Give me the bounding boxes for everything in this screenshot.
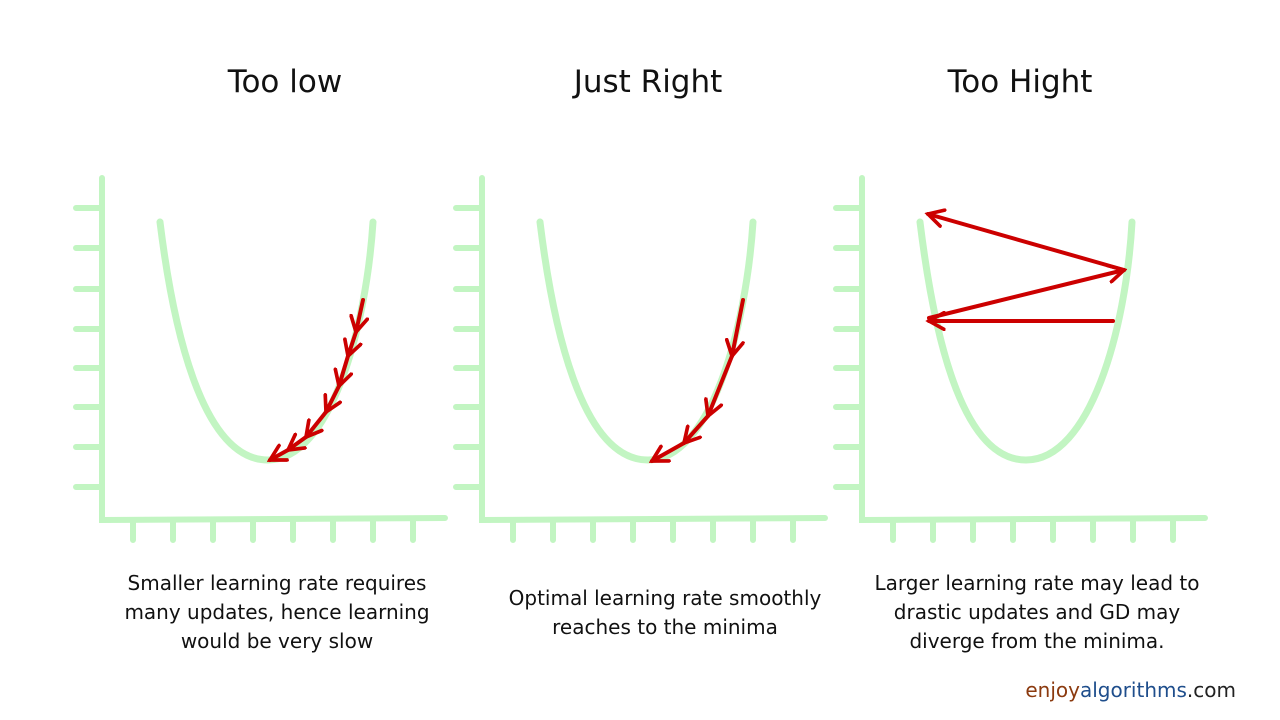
loss-curve <box>916 218 1136 464</box>
loss-curve <box>536 218 757 464</box>
panel-too-high: Too Hight Larger learning rate may lead … <box>836 64 1205 653</box>
caption-line: diverge from the minima. <box>909 629 1164 653</box>
panel-just-right: Just Right Optimal learning rate smoothl… <box>456 64 825 639</box>
loss-curve <box>156 218 377 464</box>
panel-title: Just Right <box>572 64 723 100</box>
steps <box>270 298 363 462</box>
caption-line: Smaller learning rate requires <box>128 571 427 595</box>
axes <box>76 178 445 540</box>
brand: enjoyalgorithms.com <box>1025 678 1236 702</box>
panel-title: Too Hight <box>947 64 1093 100</box>
steps <box>928 214 1124 321</box>
caption-line: Optimal learning rate smoothly <box>509 586 822 610</box>
caption-line: would be very slow <box>181 629 373 653</box>
brand-part: algorithms <box>1080 678 1187 702</box>
steps <box>652 298 745 463</box>
panel-too-low: Too low Smaller learning rate requires m… <box>76 64 445 653</box>
axes <box>836 178 1205 540</box>
brand-part: enjoy <box>1025 678 1080 702</box>
axes <box>456 178 825 540</box>
caption-line: reaches to the minima <box>552 615 778 639</box>
brand-part: .com <box>1187 678 1236 702</box>
caption-line: Larger learning rate may lead to <box>875 571 1200 595</box>
panel-title: Too low <box>227 64 342 100</box>
caption-line: drastic updates and GD may <box>894 600 1181 624</box>
caption-line: many updates, hence learning <box>124 600 429 624</box>
